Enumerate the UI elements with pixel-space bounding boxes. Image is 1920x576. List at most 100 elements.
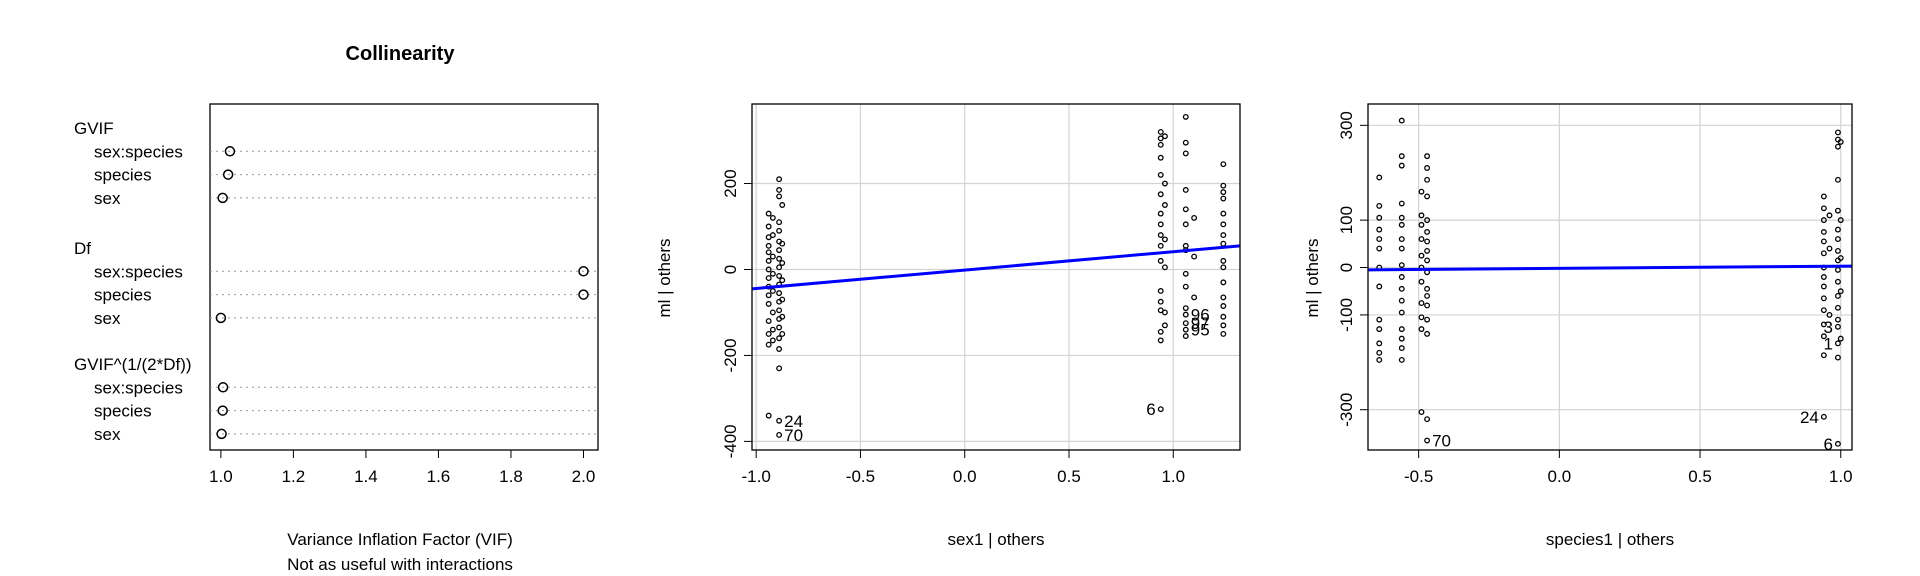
- data-point: [1398, 335, 1405, 342]
- data-point: [1424, 285, 1431, 292]
- row-label: sex: [94, 425, 121, 444]
- data-point: [1820, 321, 1827, 328]
- x-tick-label: 0.0: [953, 467, 977, 486]
- data-point: [776, 346, 783, 352]
- data-point: [1157, 328, 1164, 335]
- data-point: [1398, 356, 1405, 363]
- data-point: [1424, 238, 1431, 245]
- data-point: [765, 318, 772, 325]
- data-point: [769, 214, 776, 221]
- data-point: [1424, 330, 1431, 337]
- data-point: [779, 313, 786, 320]
- data-point: [765, 223, 772, 230]
- sex-avplot-regression-line: [751, 244, 1241, 291]
- row-label: sex:species: [94, 142, 183, 161]
- data-point: [1834, 440, 1841, 447]
- point-label: 24: [1800, 408, 1819, 427]
- point-label: 97: [1191, 314, 1210, 333]
- data-point: [765, 412, 772, 419]
- vif-point: [215, 312, 227, 324]
- data-point: [1191, 214, 1198, 221]
- data-point: [1820, 217, 1827, 224]
- species-avplot-xlabel: species1 | others: [1546, 530, 1674, 549]
- data-point: [1834, 266, 1841, 273]
- data-point: [1161, 309, 1168, 316]
- collinearity-panel: Collinearity GVIF sex:species species sex Df…: [74, 43, 599, 574]
- data-point: [1220, 232, 1227, 239]
- data-point: [1220, 264, 1227, 271]
- x-tick-label: 1.8: [499, 467, 523, 486]
- data-point: [1424, 302, 1431, 309]
- data-point: [1820, 274, 1827, 280]
- data-point: [1182, 139, 1189, 146]
- data-point: [1182, 326, 1189, 333]
- data-point: [776, 432, 783, 438]
- data-point: [1157, 221, 1164, 228]
- data-point: [1820, 413, 1827, 420]
- sex-avplot-xlabel: sex1 | others: [947, 530, 1044, 549]
- data-point: [1820, 307, 1827, 314]
- data-point: [769, 253, 776, 260]
- data-point: [769, 326, 776, 333]
- data-point: [1376, 174, 1383, 181]
- data-point: [1376, 236, 1383, 243]
- data-point: [769, 337, 776, 344]
- vif-point: [222, 169, 234, 180]
- data-point: [1182, 221, 1189, 228]
- data-point: [765, 249, 772, 256]
- collinearity-plot-frame: [209, 103, 599, 451]
- data-point: [776, 193, 783, 200]
- x-tick-label: -1.0: [742, 467, 771, 486]
- point-label: 6: [1146, 400, 1155, 419]
- x-tick-label: 0.0: [1548, 467, 1572, 486]
- data-point: [1837, 288, 1844, 295]
- vif-point: [216, 428, 227, 440]
- vif-point: [217, 192, 228, 204]
- vif-point: [217, 382, 229, 393]
- data-point: [1376, 226, 1383, 233]
- data-point: [776, 290, 783, 297]
- data-point: [1157, 298, 1164, 305]
- data-point: [1398, 221, 1405, 228]
- data-point: [769, 309, 776, 316]
- y-tick-label: -300: [1337, 393, 1356, 427]
- data-point: [1834, 323, 1841, 330]
- data-point: [1157, 232, 1164, 239]
- data-point: [1182, 333, 1189, 340]
- row-label: sex:species: [94, 262, 183, 281]
- data-point: [1418, 236, 1425, 243]
- data-point: [1220, 161, 1227, 168]
- data-point: [1820, 193, 1827, 200]
- x-tick-label: 1.6: [427, 467, 451, 486]
- species-avplot-regression-line: [1367, 264, 1853, 272]
- data-point: [776, 247, 783, 254]
- data-point: [779, 260, 786, 266]
- data-point: [1376, 326, 1383, 333]
- data-point: [1161, 322, 1168, 329]
- data-point: [776, 264, 783, 271]
- data-point: [769, 232, 776, 239]
- x-tick-label: 1.0: [1161, 467, 1185, 486]
- data-point: [1418, 300, 1425, 307]
- data-point: [1837, 335, 1844, 342]
- data-point: [765, 341, 772, 348]
- row-label: species: [94, 166, 152, 185]
- point-label: 70: [784, 426, 803, 445]
- x-tick-label: -0.5: [1404, 467, 1433, 486]
- data-point: [1826, 311, 1833, 318]
- row-label: sex: [94, 309, 121, 328]
- data-point: [1418, 278, 1425, 285]
- group-label: Df: [74, 239, 91, 258]
- data-point: [765, 275, 772, 282]
- data-point: [1376, 214, 1383, 221]
- point-label: 70: [1432, 432, 1451, 451]
- vif-point: [578, 266, 589, 277]
- data-point: [1424, 247, 1431, 254]
- data-point: [1834, 340, 1841, 347]
- data-point: [1418, 212, 1425, 219]
- sex-avplot-ylabel: ml | others: [655, 238, 674, 317]
- vif-point: [578, 289, 589, 300]
- data-point: [1182, 187, 1189, 193]
